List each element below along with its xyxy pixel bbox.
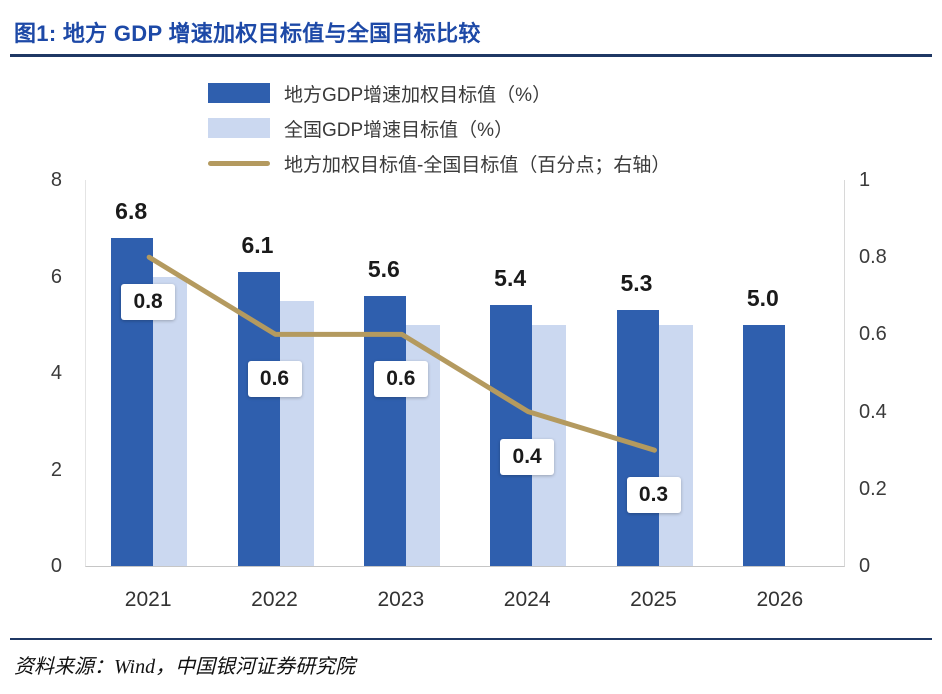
legend-swatch-diff-line <box>208 160 270 166</box>
figure-title: 图1: 地方 GDP 增速加权目标值与全国目标比较 <box>14 21 481 46</box>
legend-item-national-target: 全国GDP增速目标值（%） <box>208 117 670 141</box>
bar-value-label: 6.1 <box>241 231 274 258</box>
legend-label-diff-line: 地方加权目标值-全国目标值（百分点；右轴） <box>284 154 671 176</box>
diff-value-label: 0.8 <box>121 284 176 321</box>
left-axis-tick: 2 <box>50 458 62 481</box>
legend-label-national-target: 全国GDP增速目标值（%） <box>284 119 514 141</box>
x-axis-label: 2021 <box>124 588 172 611</box>
bar-value-label: 5.3 <box>620 270 653 297</box>
left-axis-tick: 0 <box>50 555 62 577</box>
right-axis-tick: 0.8 <box>859 246 887 269</box>
right-axis-tick: 0.2 <box>859 477 887 500</box>
legend-label-local-weighted: 地方GDP增速加权目标值（%） <box>284 84 552 106</box>
legend-item-local-weighted: 地方GDP增速加权目标值（%） <box>208 82 670 106</box>
legend-swatch-local-weighted <box>208 83 270 103</box>
bar-local-weighted-target <box>363 295 406 566</box>
diff-line <box>146 254 657 453</box>
x-axis-label: 2024 <box>503 588 551 611</box>
bar-local-weighted-target <box>237 271 280 566</box>
x-axis-label: 2023 <box>377 588 425 611</box>
left-axis-tick: 6 <box>50 265 62 288</box>
diff-value-label: 0.6 <box>247 361 302 398</box>
bar-value-label: 5.0 <box>746 284 779 311</box>
legend-swatch-national-target <box>208 118 270 138</box>
bar-local-weighted-target <box>490 305 533 566</box>
source-note: 资料来源：Wind，中国银河证券研究院 <box>14 656 356 678</box>
left-axis-tick: 4 <box>50 362 62 384</box>
x-axis-label: 2025 <box>630 588 677 611</box>
x-axis-label: 2022 <box>251 588 298 611</box>
left-axis-tick: 8 <box>50 169 62 191</box>
diff-line-path <box>146 254 657 453</box>
chart-legend: 地方GDP增速加权目标值（%） 全国GDP增速目标值（%） 地方加权目标值-全国… <box>208 82 670 187</box>
diff-value-label: 0.6 <box>373 361 428 398</box>
plot-area <box>85 180 845 567</box>
right-axis-tick: 1 <box>859 169 871 191</box>
footer-divider <box>10 638 932 640</box>
x-axis-label: 2026 <box>756 588 804 611</box>
title-divider <box>10 54 932 57</box>
diff-value-label: 0.3 <box>626 477 681 514</box>
bar-value-label: 5.6 <box>367 255 400 282</box>
diff-value-label: 0.4 <box>500 438 555 475</box>
right-axis-tick: 0 <box>859 555 871 577</box>
legend-item-diff-line: 地方加权目标值-全国目标值（百分点；右轴） <box>208 152 671 176</box>
bar-value-label: 5.4 <box>494 265 527 292</box>
right-axis-tick: 0.4 <box>859 400 887 423</box>
bar-local-weighted-target <box>742 324 785 566</box>
right-axis-tick: 0.6 <box>859 323 887 346</box>
bar-value-label: 6.8 <box>115 197 148 224</box>
